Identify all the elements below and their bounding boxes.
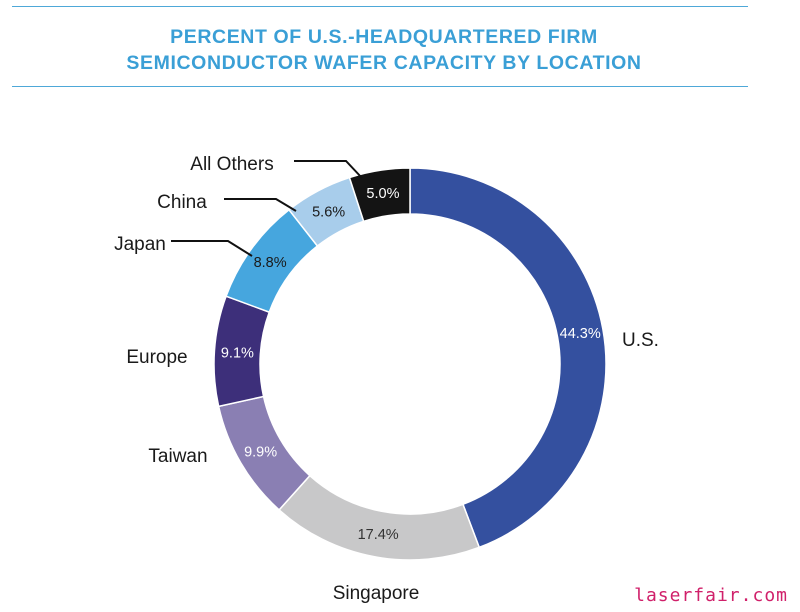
chart-title-line-2: SEMICONDUCTOR WAFER CAPACITY BY LOCATION	[126, 52, 642, 74]
slice-all-others	[348, 167, 411, 223]
leader-line-japan	[171, 240, 253, 257]
value-label-europe: 9.1%	[221, 345, 254, 361]
donut-slices	[213, 167, 607, 561]
value-label-taiwan: 9.9%	[244, 444, 277, 460]
value-label-japan: 8.8%	[254, 255, 287, 271]
category-label-taiwan: Taiwan	[148, 446, 207, 467]
category-label-china: China	[157, 192, 207, 213]
bottom-rule	[12, 86, 748, 87]
chart-title: PERCENT OF U.S.-HEADQUARTERED FIRM SEMIC…	[0, 24, 768, 76]
value-label-china: 5.6%	[312, 204, 345, 220]
slice-value-labels: 44.3% 17.4% 9.9% 9.1% 8.8% 5.6% 5.0%	[221, 186, 601, 543]
value-label-u-s: 44.3%	[560, 326, 601, 342]
category-label-singapore: Singapore	[333, 583, 420, 604]
watermark-text: laserfair.com	[634, 585, 788, 606]
category-label-u-s: U.S.	[622, 330, 659, 351]
slice-singapore	[278, 474, 481, 561]
value-label-all-others: 5.0%	[366, 186, 399, 202]
leader-line-all-others	[294, 160, 363, 179]
chart-title-line-1: PERCENT OF U.S.-HEADQUARTERED FIRM	[170, 26, 598, 48]
category-label-japan: Japan	[114, 234, 166, 255]
category-label-all-others: All Others	[190, 154, 273, 175]
slice-category-labels: U.S. Singapore Taiwan Europe Japan China All O…	[114, 154, 659, 604]
value-label-singapore: 17.4%	[358, 527, 399, 543]
leader-line-china	[224, 198, 297, 212]
category-label-europe: Europe	[126, 347, 187, 368]
slice-u-s	[409, 167, 607, 549]
top-rule	[12, 6, 748, 7]
